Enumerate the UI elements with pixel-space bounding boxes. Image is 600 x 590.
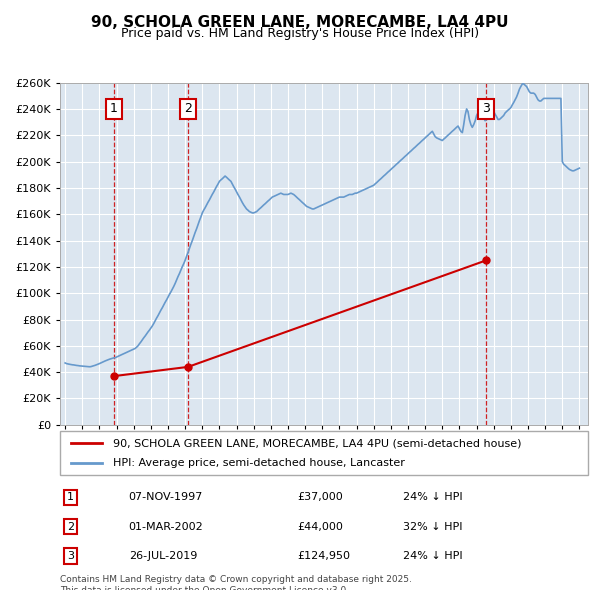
Text: Price paid vs. HM Land Registry's House Price Index (HPI): Price paid vs. HM Land Registry's House … [121, 27, 479, 40]
Text: Contains HM Land Registry data © Crown copyright and database right 2025.
This d: Contains HM Land Registry data © Crown c… [60, 575, 412, 590]
Text: 1: 1 [110, 103, 118, 116]
Text: 3: 3 [482, 103, 490, 116]
Text: £37,000: £37,000 [298, 492, 343, 502]
Text: 90, SCHOLA GREEN LANE, MORECAMBE, LA4 4PU (semi-detached house): 90, SCHOLA GREEN LANE, MORECAMBE, LA4 4P… [113, 438, 521, 448]
Text: 01-MAR-2002: 01-MAR-2002 [128, 522, 203, 532]
FancyBboxPatch shape [60, 431, 588, 475]
Text: 1: 1 [67, 492, 74, 502]
Text: £44,000: £44,000 [298, 522, 343, 532]
Text: 3: 3 [67, 551, 74, 561]
Text: 24% ↓ HPI: 24% ↓ HPI [403, 492, 463, 502]
Text: 32% ↓ HPI: 32% ↓ HPI [403, 522, 463, 532]
Text: 2: 2 [184, 103, 192, 116]
Text: £124,950: £124,950 [298, 551, 350, 561]
Text: 26-JUL-2019: 26-JUL-2019 [128, 551, 197, 561]
Point [183, 362, 193, 372]
Text: 24% ↓ HPI: 24% ↓ HPI [403, 551, 463, 561]
Point [481, 255, 491, 265]
Text: 2: 2 [67, 522, 74, 532]
Point [109, 371, 119, 381]
Text: 90, SCHOLA GREEN LANE, MORECAMBE, LA4 4PU: 90, SCHOLA GREEN LANE, MORECAMBE, LA4 4P… [91, 15, 509, 30]
Text: HPI: Average price, semi-detached house, Lancaster: HPI: Average price, semi-detached house,… [113, 458, 404, 467]
Text: 07-NOV-1997: 07-NOV-1997 [128, 492, 203, 502]
